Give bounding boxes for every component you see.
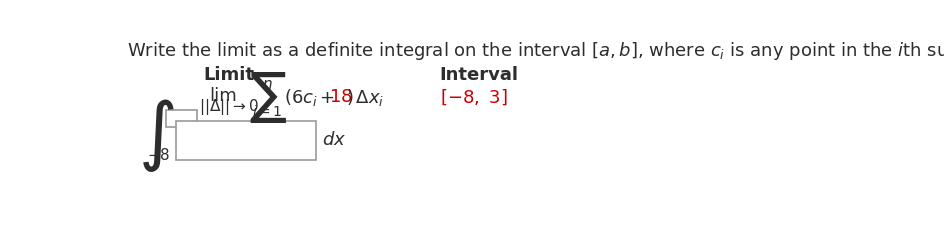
Text: $)\,\Delta x_i$: $)\,\Delta x_i$ <box>346 87 384 108</box>
Text: $||\Delta|| \rightarrow 0$: $||\Delta|| \rightarrow 0$ <box>198 97 259 117</box>
Text: $-8$: $-8$ <box>147 147 171 163</box>
Text: Interval: Interval <box>440 66 518 84</box>
Text: Write the limit as a definite integral on the interval $[a, b]$, where $c_i$ is : Write the limit as a definite integral o… <box>127 40 944 62</box>
Text: $dx$: $dx$ <box>322 131 346 149</box>
Text: $i = 1$: $i = 1$ <box>252 104 283 119</box>
Text: Limit: Limit <box>203 66 254 84</box>
Text: $n$: $n$ <box>262 77 273 92</box>
Bar <box>166 110 197 126</box>
Text: lim: lim <box>210 87 237 105</box>
Text: $\sum$: $\sum$ <box>248 70 287 125</box>
Text: $(6c_i +$: $(6c_i +$ <box>284 87 335 108</box>
Text: $18$: $18$ <box>329 88 352 106</box>
Text: $[-8,\ 3]$: $[-8,\ 3]$ <box>440 88 507 107</box>
Bar <box>177 121 315 160</box>
Text: $\int$: $\int$ <box>139 97 175 174</box>
